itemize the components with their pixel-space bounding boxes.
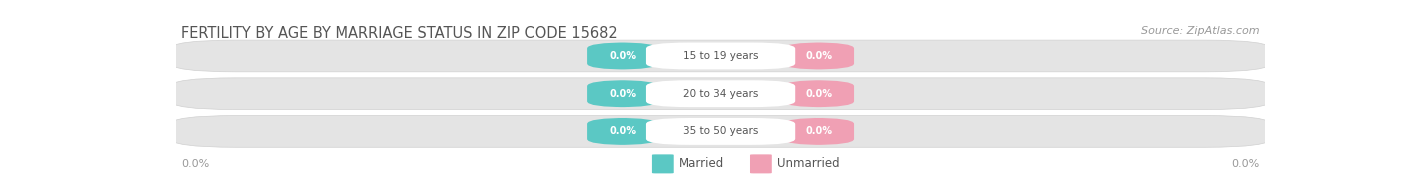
Text: 0.0%: 0.0% <box>609 126 636 136</box>
Text: FERTILITY BY AGE BY MARRIAGE STATUS IN ZIP CODE 15682: FERTILITY BY AGE BY MARRIAGE STATUS IN Z… <box>181 26 619 41</box>
FancyBboxPatch shape <box>783 42 853 70</box>
FancyBboxPatch shape <box>652 154 673 173</box>
FancyBboxPatch shape <box>588 42 658 70</box>
Text: Unmarried: Unmarried <box>778 157 839 170</box>
Text: Source: ZipAtlas.com: Source: ZipAtlas.com <box>1142 26 1260 36</box>
Text: 20 to 34 years: 20 to 34 years <box>683 89 758 99</box>
FancyBboxPatch shape <box>170 78 1271 110</box>
Text: 0.0%: 0.0% <box>609 89 636 99</box>
FancyBboxPatch shape <box>783 118 853 145</box>
FancyBboxPatch shape <box>645 80 796 107</box>
FancyBboxPatch shape <box>170 116 1271 147</box>
FancyBboxPatch shape <box>588 118 658 145</box>
FancyBboxPatch shape <box>749 154 772 173</box>
Text: 0.0%: 0.0% <box>181 159 209 169</box>
FancyBboxPatch shape <box>170 40 1271 72</box>
Text: 35 to 50 years: 35 to 50 years <box>683 126 758 136</box>
Text: 15 to 19 years: 15 to 19 years <box>683 51 758 61</box>
Text: 0.0%: 0.0% <box>806 89 832 99</box>
Text: 0.0%: 0.0% <box>1232 159 1260 169</box>
FancyBboxPatch shape <box>588 80 658 107</box>
Text: Married: Married <box>679 157 724 170</box>
Text: 0.0%: 0.0% <box>806 51 832 61</box>
Text: 0.0%: 0.0% <box>609 51 636 61</box>
FancyBboxPatch shape <box>645 43 796 69</box>
FancyBboxPatch shape <box>783 80 853 107</box>
FancyBboxPatch shape <box>645 118 796 145</box>
Text: 0.0%: 0.0% <box>806 126 832 136</box>
